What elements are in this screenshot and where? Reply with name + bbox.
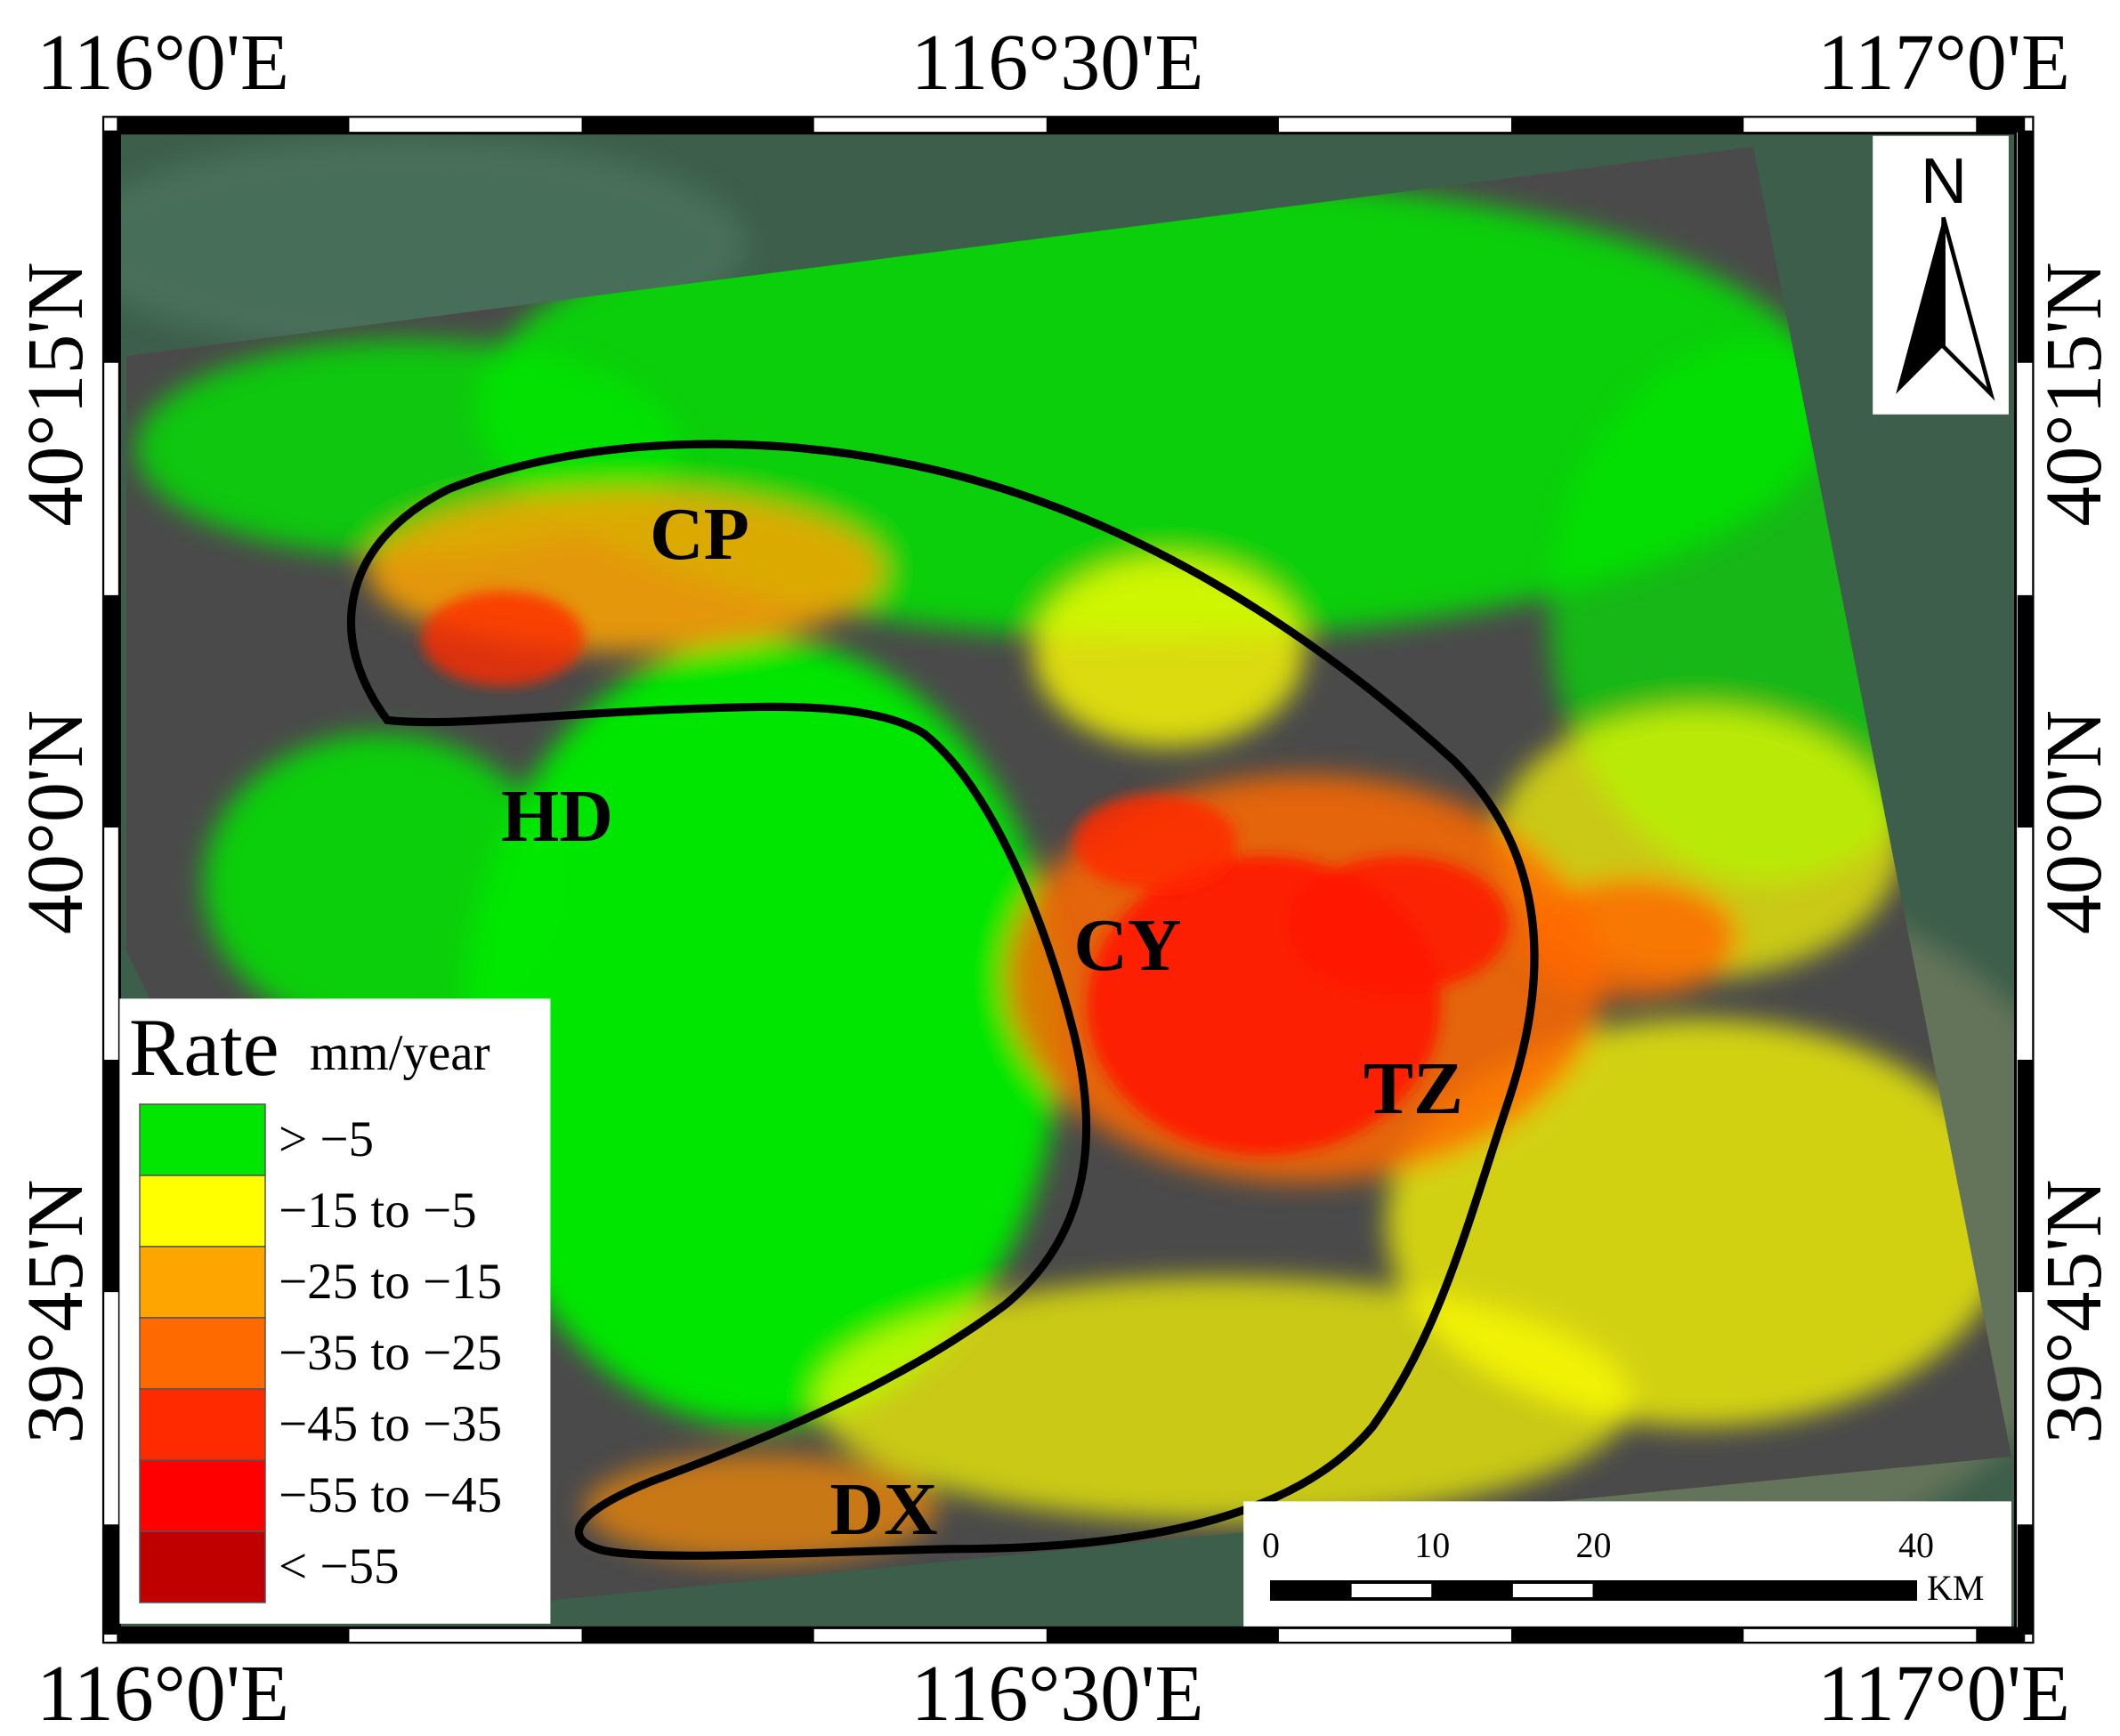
lon-label: 116°0'E	[36, 19, 289, 107]
lat-label: 39°45'N	[12, 1179, 100, 1443]
legend-swatch	[139, 1175, 266, 1247]
scale-unit: KM	[1927, 1568, 1984, 1608]
north-label: N	[1921, 146, 1967, 217]
region-label: CY	[1073, 904, 1181, 987]
legend-swatch	[139, 1530, 266, 1603]
map-body	[101, 116, 2035, 1644]
legend-label: −45 to −35	[279, 1396, 502, 1452]
legend-swatch	[139, 1103, 266, 1176]
legend-label: −15 to −5	[279, 1183, 477, 1239]
scale-bar-segment	[1512, 1584, 1594, 1597]
legend-swatch	[139, 1246, 266, 1319]
subsidence-outline	[347, 440, 1539, 1560]
lon-label: 116°0'E	[36, 1650, 289, 1736]
legend-label: > −5	[279, 1111, 374, 1167]
legend-swatch	[139, 1459, 266, 1532]
legend-label: < −55	[279, 1538, 400, 1595]
legend-items: > −5 −15 to −5 −25 to −15 −35 to −25 −45 to …	[139, 1103, 502, 1603]
legend-swatch	[139, 1317, 266, 1390]
scale-tick-label: 40	[1898, 1525, 1934, 1565]
legend-swatch	[139, 1388, 266, 1461]
scale-tick-label: 0	[1262, 1525, 1280, 1565]
legend-unit: mm/year	[310, 1025, 490, 1081]
lat-label: 40°15'N	[12, 262, 100, 526]
scale-bar-box	[1243, 1501, 2011, 1627]
legend-label: −25 to −15	[279, 1254, 502, 1310]
north-arrow	[1873, 135, 2009, 415]
legend-title: Rate	[129, 1002, 279, 1093]
scale-tick-label: 10	[1414, 1525, 1450, 1565]
lat-label: 40°15'N	[2030, 262, 2118, 526]
region-label: TZ	[1363, 1047, 1463, 1130]
lon-label: 117°0'E	[1817, 19, 2070, 107]
lon-label: 116°30'E	[911, 19, 1204, 107]
lat-label: 39°45'N	[2030, 1179, 2118, 1443]
region-label: CP	[650, 493, 749, 576]
scale-tick-label: 20	[1576, 1525, 1612, 1565]
region-label: DX	[829, 1468, 937, 1551]
lat-label: 40°0'N	[2030, 710, 2118, 934]
lat-label: 40°0'N	[12, 710, 100, 934]
region-label: HD	[501, 775, 613, 858]
graticule-border	[101, 116, 2035, 1644]
lon-label: 116°30'E	[911, 1650, 1204, 1736]
scale-bar-segment	[1351, 1584, 1433, 1597]
lon-label: 117°0'E	[1817, 1650, 2070, 1736]
legend-label: −35 to −25	[279, 1325, 502, 1381]
legend-label: −55 to −45	[279, 1467, 502, 1523]
